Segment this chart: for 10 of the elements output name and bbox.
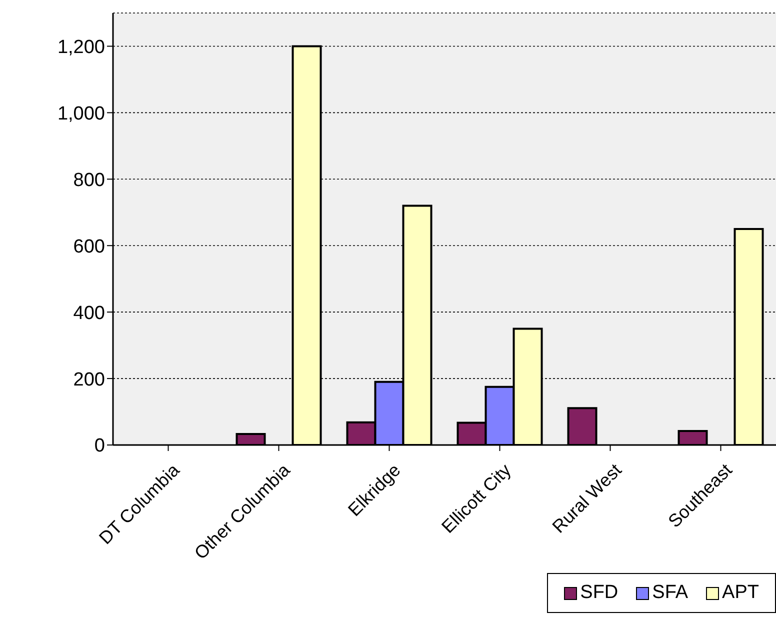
y-tick-label: 400 [73,302,105,324]
y-tick-label: 600 [73,236,105,258]
y-tick-label: 1,200 [57,36,105,58]
y-tick-label: 0 [94,436,105,457]
y-tick-label: 1,000 [57,103,105,124]
legend-label: APT [721,582,759,604]
y-tick-label: 200 [73,369,105,390]
y-tick-label: 800 [73,170,105,191]
legend-label: SFA [651,582,688,604]
legend-label: SFD [579,582,618,604]
